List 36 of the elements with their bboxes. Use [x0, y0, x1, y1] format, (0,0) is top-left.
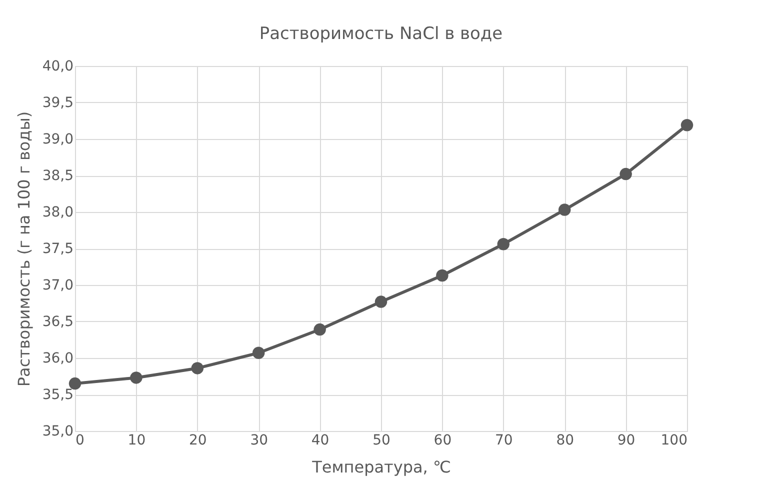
y-tick-label: 35,5: [42, 387, 74, 403]
x-axis-title: Температура, ℃: [311, 458, 451, 476]
point: [252, 346, 265, 359]
x-tick-label: 70: [494, 432, 513, 448]
point: [314, 323, 326, 336]
y-tick-label: 38,0: [42, 204, 74, 220]
x-tick-label: 60: [434, 432, 452, 448]
x-tick-label: 20: [188, 432, 207, 448]
y-tick-label: 37,5: [42, 241, 74, 257]
point: [436, 269, 448, 282]
y-tick-label: 40,0: [42, 58, 74, 74]
x-tick-label: 0: [76, 432, 84, 448]
x-tick-label: 100: [660, 432, 688, 448]
point: [191, 362, 204, 374]
point: [680, 119, 694, 132]
x-tick-label: 90: [617, 432, 636, 448]
x-tick-label: 10: [128, 432, 146, 448]
x-tick-label: 30: [250, 432, 268, 448]
y-tick-label: 36,5: [42, 314, 74, 330]
y-axis-title: Растворимость (г на 100 г воды): [14, 111, 34, 387]
y-tick-label: 39,5: [42, 95, 74, 111]
point: [558, 204, 571, 216]
point: [374, 296, 388, 308]
y-tick-label: 38,5: [42, 168, 74, 184]
chart-title: Растворимость NaCl в воде: [259, 24, 503, 44]
x-tick-label: 80: [556, 432, 574, 448]
y-tick-label: 37,0: [42, 278, 74, 294]
y-tick-label: 35,0: [42, 424, 74, 440]
point: [497, 238, 510, 250]
y-tick-label: 39,0: [42, 132, 74, 148]
x-tick-label: 50: [372, 432, 390, 448]
point: [68, 377, 82, 390]
point: [620, 168, 632, 180]
x-tick-label: 40: [311, 432, 330, 448]
y-tick-label: 36,0: [42, 350, 74, 366]
point: [130, 372, 142, 384]
